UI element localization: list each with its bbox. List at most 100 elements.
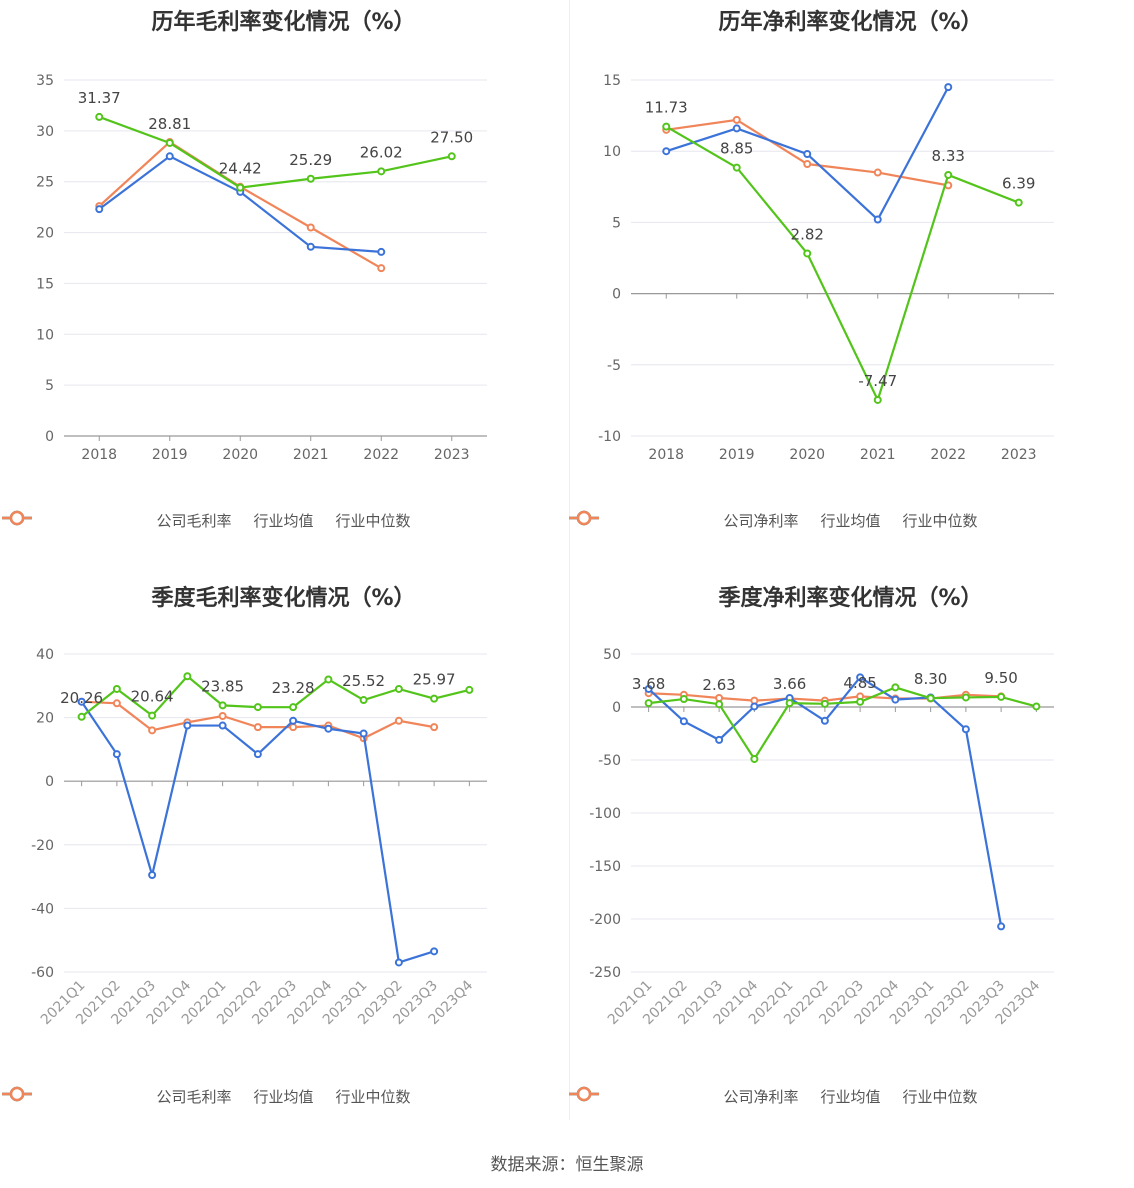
- avg-point: [803, 150, 812, 159]
- avg-point: [944, 83, 953, 92]
- company-point: [324, 675, 333, 684]
- y-tick-label: -100: [589, 806, 621, 822]
- company-point: [359, 696, 368, 705]
- annual-net-margin-chart: 历年净利率变化情况（%） -10 -5 0 5 10 15 2018 2019 2020 2021…: [567, 0, 1134, 576]
- avg-series-line: [647, 675, 1003, 927]
- avg-point: [306, 242, 315, 251]
- legend-label: 行业均值: [253, 1088, 314, 1106]
- chart-plot: -10 -5 0 5 10 15 2018 2019 2020 2021 2022 2023 11.73…: [598, 73, 1054, 463]
- x-tick-label: 2021: [293, 447, 329, 463]
- data-label: 2.82: [791, 225, 824, 243]
- median-point: [715, 693, 724, 702]
- y-tick-label: 0: [45, 429, 54, 445]
- annual-gross-margin-chart: 历年毛利率变化情况（%） 0 5 10 15 20 25 30 35 2018 2019 2020 2…: [0, 0, 567, 576]
- avg-point: [165, 152, 174, 161]
- company-point: [112, 684, 121, 693]
- quarterly-net-margin-chart: 季度净利率变化情况（%） -250 -200 -150 -100 -50 0 50 2021Q…: [567, 576, 1134, 1152]
- chart-title: 历年净利率变化情况（%）: [718, 10, 983, 35]
- avg-point: [732, 124, 741, 133]
- y-tick-label: 35: [36, 73, 54, 89]
- company-point: [732, 163, 741, 172]
- avg-point: [359, 729, 368, 738]
- avg-point: [820, 716, 829, 725]
- chart-legend: 公司毛利率 行业均值 行业中位数: [0, 510, 567, 531]
- company-point: [236, 183, 245, 192]
- legend-industry-avg[interactable]: 行业均值: [569, 510, 881, 531]
- x-tick-label: 2018: [648, 447, 684, 463]
- chart-plot: -60-40-20020402021Q12021Q22021Q32021Q420…: [31, 647, 487, 1028]
- data-label: 31.37: [78, 89, 121, 107]
- y-tick-label: 25: [36, 175, 54, 191]
- company-series-line: [80, 674, 470, 718]
- legend-industry-avg[interactable]: 行业均值: [2, 510, 314, 531]
- avg-point: [377, 247, 386, 256]
- company-point: [679, 695, 688, 704]
- legend-company[interactable]: 公司毛利率: [2, 510, 231, 531]
- y-tick-label: 0: [612, 287, 621, 303]
- legend-company[interactable]: 公司净利率: [569, 510, 798, 531]
- chart-legend: 公司净利率 行业均值 行业中位数: [567, 1086, 1134, 1107]
- legend-industry-median[interactable]: 行业中位数: [2, 510, 411, 531]
- median-point: [394, 716, 403, 725]
- median-point: [732, 115, 741, 124]
- legend-label: 行业中位数: [335, 1088, 411, 1106]
- x-tick-label: 2021: [860, 447, 896, 463]
- y-tick-label: 20: [36, 226, 54, 242]
- chart-plot: 0 5 10 15 20 25 30 35 2018 2019 2020 2021 2022 2023 31…: [36, 73, 487, 463]
- avg-point: [430, 947, 439, 956]
- quarterly-gross-margin-chart: 季度毛利率变化情况（%） -60 -40 -20 0 20 40 2021Q1 2021Q2 2…: [0, 576, 567, 1152]
- data-label: 20.26: [60, 689, 103, 707]
- avg-point: [77, 697, 86, 706]
- company-point: [662, 122, 671, 131]
- data-label: 11.73: [645, 99, 688, 117]
- company-point: [394, 684, 403, 693]
- legend-industry-avg[interactable]: 行业均值: [2, 1086, 314, 1107]
- company-point: [856, 697, 865, 706]
- y-tick-label: -150: [589, 859, 621, 875]
- company-point: [148, 711, 157, 720]
- chart-title: 季度毛利率变化情况（%）: [151, 586, 416, 611]
- y-tick-label: 5: [45, 378, 54, 394]
- legend-industry-median[interactable]: 行业中位数: [2, 1086, 411, 1107]
- chart-plot: -250-200-150-100-500502021Q12021Q22021Q3…: [589, 647, 1054, 1028]
- company-point: [95, 112, 104, 121]
- y-tick-label: 40: [36, 647, 54, 663]
- y-tick-label: -5: [607, 358, 621, 374]
- legend-industry-median[interactable]: 行业中位数: [569, 1086, 978, 1107]
- x-tick-label: 2020: [789, 447, 825, 463]
- chart-legend: 公司净利率 行业均值 行业中位数: [567, 510, 1134, 531]
- company-point: [465, 685, 474, 694]
- company-point: [253, 703, 262, 712]
- avg-point: [679, 717, 688, 726]
- legend-circle: [9, 510, 25, 526]
- legend-circle: [576, 1086, 592, 1102]
- legend-label: 行业均值: [820, 512, 881, 530]
- avg-point: [715, 735, 724, 744]
- y-tick-label: 10: [603, 144, 621, 160]
- legend-circle: [576, 510, 592, 526]
- median-point: [289, 723, 298, 732]
- y-tick-label: 5: [612, 215, 621, 231]
- legend-median-marker: [2, 1086, 32, 1102]
- data-label: 26.02: [360, 143, 403, 161]
- data-label: 25.97: [413, 671, 456, 689]
- company-point: [377, 167, 386, 176]
- legend-label: 公司毛利率: [156, 1088, 232, 1106]
- data-label: 3.66: [773, 675, 806, 693]
- y-tick-label: 15: [603, 73, 621, 89]
- company-point: [961, 693, 970, 702]
- company-point: [1032, 702, 1041, 711]
- legend-company[interactable]: 公司净利率: [569, 1086, 798, 1107]
- y-tick-label: -250: [589, 965, 621, 981]
- legend-label: 行业中位数: [902, 1088, 978, 1106]
- x-tick-label: 2019: [719, 447, 755, 463]
- company-point: [820, 699, 829, 708]
- company-point: [997, 692, 1006, 701]
- avg-point: [750, 702, 759, 711]
- company-point: [944, 170, 953, 179]
- data-label: 25.52: [342, 672, 385, 690]
- legend-company[interactable]: 公司毛利率: [2, 1086, 232, 1107]
- legend-industry-median[interactable]: 行业中位数: [569, 510, 978, 531]
- legend-industry-avg[interactable]: 行业均值: [569, 1086, 881, 1107]
- y-tick-label: -10: [598, 429, 621, 445]
